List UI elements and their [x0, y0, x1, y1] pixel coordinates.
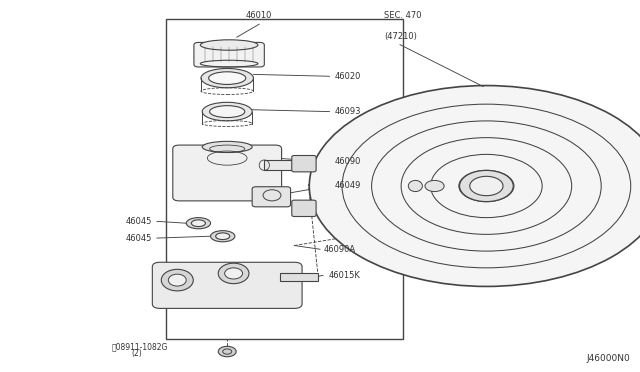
Ellipse shape — [161, 269, 193, 291]
Text: 46049: 46049 — [335, 182, 361, 190]
Bar — [166, 19, 403, 339]
FancyBboxPatch shape — [292, 155, 316, 172]
Ellipse shape — [191, 220, 205, 227]
Text: 46090: 46090 — [335, 157, 361, 166]
Ellipse shape — [216, 233, 230, 240]
Circle shape — [218, 346, 236, 357]
Circle shape — [470, 176, 503, 196]
Ellipse shape — [408, 180, 422, 192]
FancyBboxPatch shape — [152, 262, 302, 308]
Ellipse shape — [202, 102, 252, 121]
Text: 46020: 46020 — [335, 72, 361, 81]
Text: 46090A: 46090A — [323, 245, 355, 254]
FancyBboxPatch shape — [252, 187, 291, 207]
Text: (47210): (47210) — [384, 32, 417, 41]
FancyBboxPatch shape — [292, 200, 316, 217]
Text: SEC. 470: SEC. 470 — [384, 12, 422, 20]
Text: 46093: 46093 — [335, 107, 361, 116]
Ellipse shape — [225, 268, 243, 279]
Ellipse shape — [200, 40, 258, 50]
Ellipse shape — [209, 72, 246, 84]
Circle shape — [460, 170, 513, 202]
Text: (2): (2) — [131, 349, 142, 358]
Text: 46015K: 46015K — [328, 271, 360, 280]
Bar — [264, 160, 293, 170]
Text: Ⓝ08911-1082G: Ⓝ08911-1082G — [112, 342, 168, 351]
Ellipse shape — [168, 274, 186, 286]
Ellipse shape — [218, 263, 249, 283]
FancyBboxPatch shape — [173, 145, 282, 201]
Text: 46045: 46045 — [125, 234, 152, 243]
Text: 46045: 46045 — [125, 217, 152, 226]
Ellipse shape — [210, 106, 244, 118]
Ellipse shape — [309, 86, 640, 286]
Text: J46000N0: J46000N0 — [587, 354, 630, 363]
Ellipse shape — [211, 231, 235, 242]
Ellipse shape — [201, 68, 253, 88]
Text: 46010: 46010 — [246, 12, 273, 20]
Ellipse shape — [202, 141, 252, 153]
Bar — [280, 273, 318, 281]
Ellipse shape — [425, 180, 444, 192]
FancyBboxPatch shape — [194, 42, 264, 67]
Ellipse shape — [186, 218, 211, 229]
